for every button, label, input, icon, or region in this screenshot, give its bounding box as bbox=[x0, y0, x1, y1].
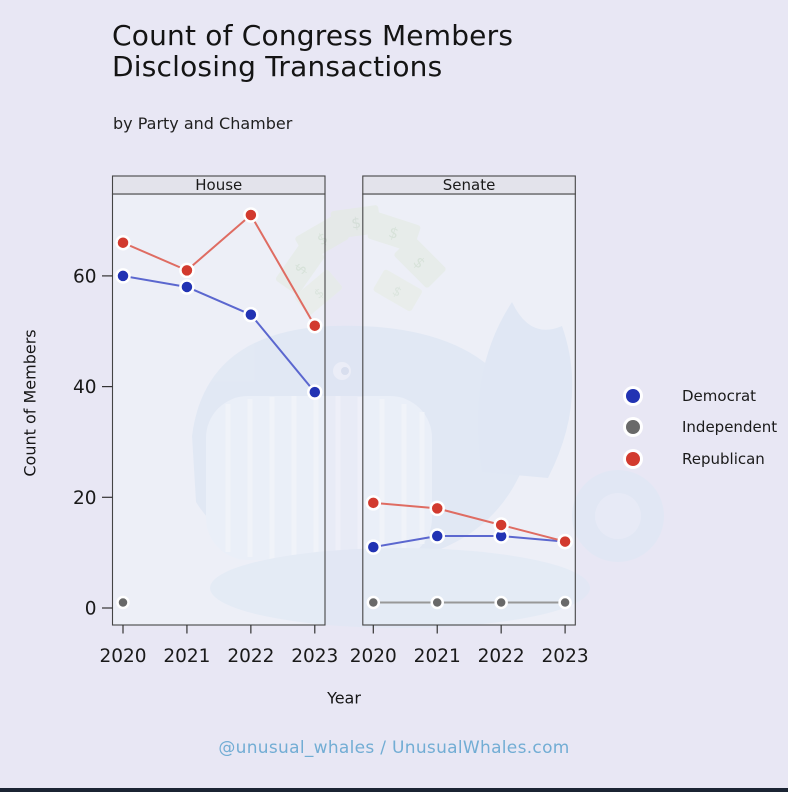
x-tick-label: 2022 bbox=[478, 646, 525, 667]
x-tick-label: 2023 bbox=[542, 646, 589, 667]
legend-item-republican: Republican bbox=[622, 443, 777, 475]
facet-label-senate: Senate bbox=[443, 176, 496, 194]
whale-pupil-icon bbox=[341, 367, 349, 375]
data-point bbox=[115, 234, 131, 251]
data-point bbox=[179, 262, 195, 279]
money-bills-icon: $ $ $ $ $ $ $ bbox=[275, 205, 446, 315]
data-point bbox=[179, 279, 195, 295]
x-tick-label: 2020 bbox=[350, 646, 397, 667]
data-point bbox=[493, 517, 509, 533]
chart-title-line1: Count of Congress Members bbox=[112, 19, 514, 52]
legend-label-independent: Independent bbox=[682, 418, 778, 437]
data-point bbox=[307, 317, 323, 334]
data-point bbox=[116, 595, 130, 610]
y-axis-title: Count of Members bbox=[20, 329, 40, 477]
x-tick-label: 2020 bbox=[99, 646, 146, 667]
data-point bbox=[558, 595, 572, 610]
data-point bbox=[430, 595, 444, 610]
x-tick-label: 2021 bbox=[163, 646, 210, 667]
data-point bbox=[429, 528, 445, 544]
republican-marker-icon bbox=[626, 451, 640, 466]
data-point bbox=[429, 500, 445, 517]
series-independent-house bbox=[116, 595, 130, 610]
chart-title: Count of Congress Members Disclosing Tra… bbox=[112, 20, 513, 82]
svg-text:$: $ bbox=[350, 213, 362, 232]
whale-fin-swirl-inner bbox=[595, 493, 641, 539]
series-line bbox=[122, 274, 316, 393]
series-independent-senate bbox=[366, 595, 572, 610]
data-series bbox=[115, 207, 573, 610]
data-point bbox=[307, 384, 323, 400]
bottom-edge-strip bbox=[0, 788, 788, 792]
legend-item-democrat: Democrat bbox=[622, 380, 777, 412]
chart-subtitle: by Party and Chamber bbox=[113, 114, 293, 133]
faceted-line-chart: $ $ $ $ $ $ $ House Senate 2020 202 bbox=[72, 175, 664, 667]
data-point bbox=[366, 595, 381, 610]
data-point bbox=[494, 595, 508, 610]
whale-mouth bbox=[206, 396, 432, 560]
whale-tail-fluke bbox=[477, 302, 573, 478]
legend-label-democrat: Democrat bbox=[682, 386, 757, 405]
chart-title-line2: Disclosing Transactions bbox=[112, 50, 443, 83]
series-line bbox=[373, 501, 566, 543]
y-tick-label: 20 bbox=[73, 488, 97, 509]
independent-marker-icon bbox=[626, 420, 640, 435]
whale-watermark: $ $ $ $ $ $ $ bbox=[192, 205, 664, 628]
legend-item-independent: Independent bbox=[622, 412, 777, 444]
data-point bbox=[243, 207, 259, 223]
whale-belly bbox=[210, 548, 590, 628]
series-republican-house bbox=[115, 207, 323, 334]
watermark-credit: @unusual_whales / UnusualWhales.com bbox=[218, 738, 570, 758]
data-point bbox=[115, 268, 131, 284]
x-axis-title: Year bbox=[327, 688, 361, 708]
facet-label-house: House bbox=[195, 176, 242, 194]
y-tick-label: 40 bbox=[73, 377, 97, 398]
data-point bbox=[365, 495, 382, 511]
facet-strip-house bbox=[111, 175, 326, 195]
whale-baleen-stripes bbox=[225, 396, 425, 560]
series-line bbox=[122, 214, 316, 327]
y-tick-label: 0 bbox=[85, 599, 97, 620]
panel-frames: House Senate bbox=[111, 175, 576, 626]
data-point bbox=[243, 306, 259, 323]
democrat-marker-icon bbox=[626, 388, 640, 403]
series-republican-senate bbox=[365, 495, 573, 550]
x-tick-label: 2023 bbox=[291, 646, 338, 667]
data-point bbox=[365, 539, 382, 555]
axes: 2020 2021 2022 2023 2020 2021 2022 2023 0 20 40 60 bbox=[73, 266, 589, 667]
data-point bbox=[557, 533, 573, 550]
x-tick-label: 2021 bbox=[414, 646, 461, 667]
x-tick-label: 2022 bbox=[227, 646, 274, 667]
series-democrat-house bbox=[115, 268, 323, 400]
y-tick-label: 60 bbox=[73, 266, 97, 287]
legend-label-republican: Republican bbox=[682, 449, 765, 468]
facet-strip-senate bbox=[362, 175, 576, 195]
series-line bbox=[373, 535, 566, 549]
legend: Democrat Independent Republican bbox=[622, 380, 777, 475]
